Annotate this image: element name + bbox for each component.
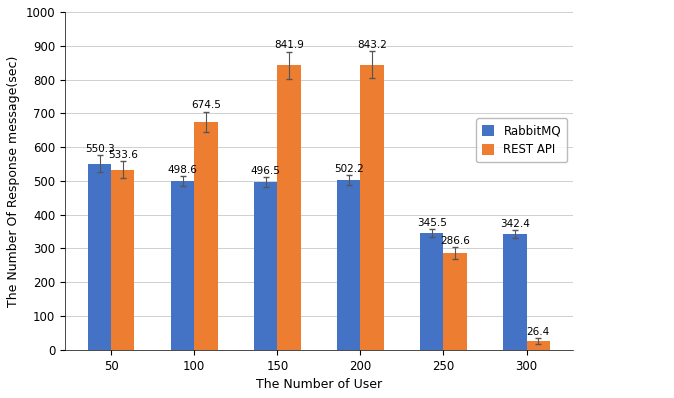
Text: 841.9: 841.9 [274, 41, 304, 51]
Text: 496.5: 496.5 [251, 166, 280, 176]
Bar [194, 122, 218, 350]
Text: 502.2: 502.2 [334, 164, 364, 174]
Bar [443, 253, 466, 350]
Legend: RabbitMQ, REST API: RabbitMQ, REST API [477, 119, 567, 162]
Bar [526, 341, 550, 350]
Bar [420, 233, 443, 350]
Bar [503, 234, 526, 350]
Text: 843.2: 843.2 [357, 40, 387, 50]
Text: 26.4: 26.4 [526, 327, 550, 337]
Bar [361, 65, 384, 350]
Text: 550.3: 550.3 [85, 144, 115, 154]
Bar [277, 65, 301, 350]
Text: 286.6: 286.6 [440, 236, 470, 246]
Bar [254, 182, 277, 350]
Text: 342.4: 342.4 [500, 219, 530, 229]
Bar [88, 164, 111, 350]
Text: 674.5: 674.5 [191, 100, 221, 110]
Bar [171, 181, 194, 350]
Bar [337, 180, 361, 350]
Text: 533.6: 533.6 [108, 150, 137, 160]
Y-axis label: The Number Of Response message(sec): The Number Of Response message(sec) [7, 55, 20, 306]
Bar [111, 170, 134, 350]
X-axis label: The Number of User: The Number of User [256, 378, 382, 391]
Text: 345.5: 345.5 [417, 218, 447, 228]
Text: 498.6: 498.6 [168, 165, 197, 175]
